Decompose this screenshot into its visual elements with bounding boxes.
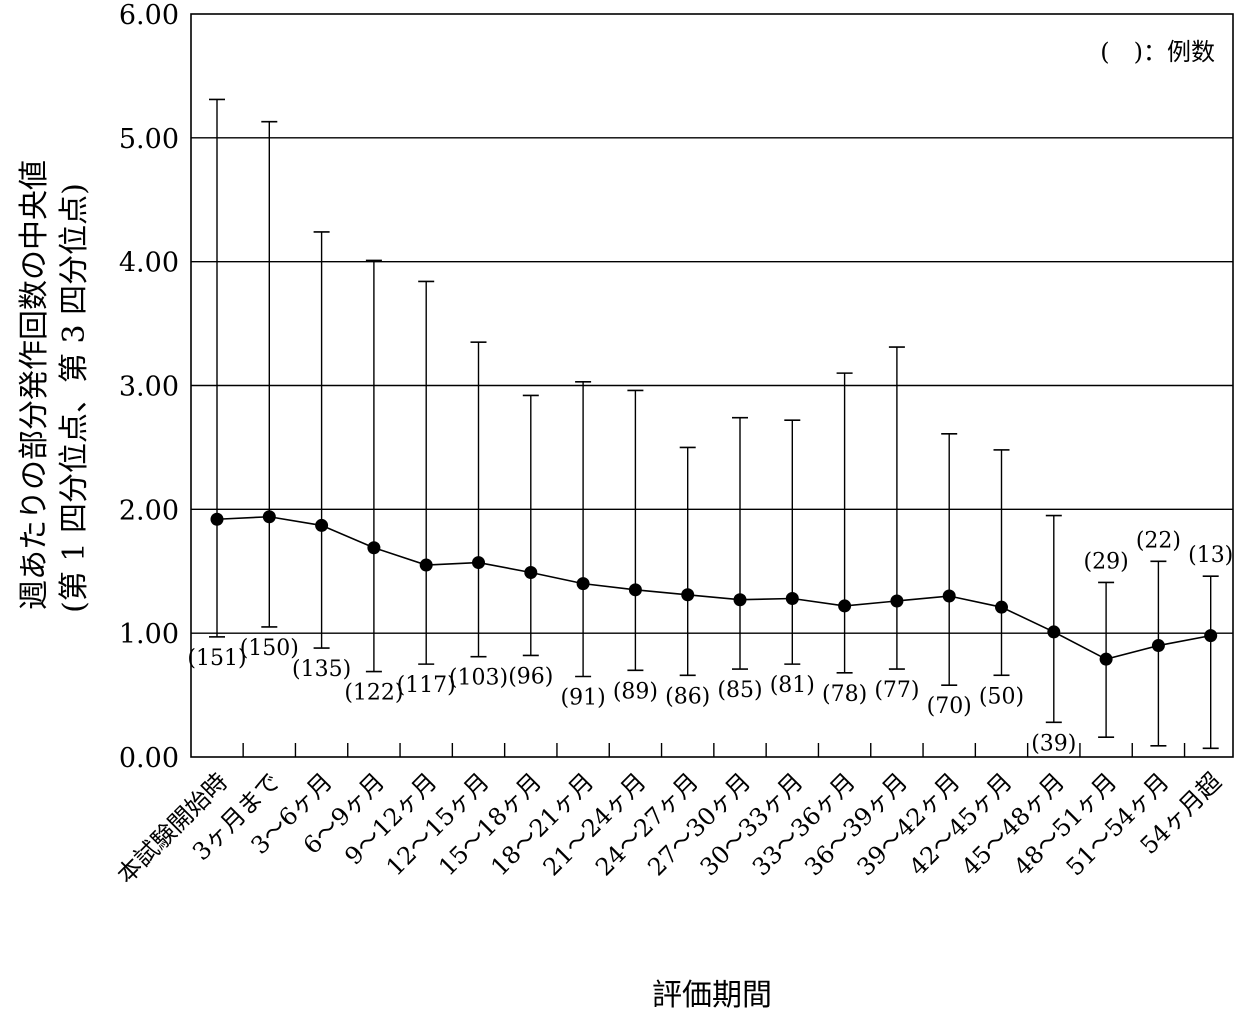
y-tick-label: 2.00 xyxy=(119,495,179,526)
count-label: (22) xyxy=(1136,528,1181,553)
y-axis-title-line1: 週あたりの部分発作回数の中央値 xyxy=(17,160,52,610)
median-point xyxy=(367,541,381,555)
median-point xyxy=(838,599,852,613)
median-point xyxy=(785,591,799,605)
count-label: (122) xyxy=(344,681,403,706)
median-point xyxy=(210,512,224,526)
grid-layer xyxy=(190,13,1234,758)
count-label: (150) xyxy=(240,636,299,661)
median-point xyxy=(262,510,276,524)
count-label: (50) xyxy=(979,684,1024,709)
count-label: (29) xyxy=(1084,549,1129,574)
median-points xyxy=(210,510,1218,666)
median-point xyxy=(1151,639,1165,653)
count-label: (77) xyxy=(874,678,919,703)
median-point xyxy=(419,558,433,572)
y-tick-label: 6.00 xyxy=(119,0,179,31)
count-label: (13) xyxy=(1188,543,1233,568)
median-point xyxy=(942,589,956,603)
count-label: (89) xyxy=(613,679,658,704)
median-point xyxy=(628,583,642,597)
error-bars xyxy=(209,98,1219,750)
y-tick-label: 1.00 xyxy=(119,619,179,650)
count-label: (135) xyxy=(292,657,351,682)
median-point xyxy=(995,600,1008,614)
y-tick-label: 3.00 xyxy=(119,372,179,403)
median-point xyxy=(472,556,485,570)
count-label: (103) xyxy=(449,666,508,691)
median-point xyxy=(576,577,590,591)
count-label: (151) xyxy=(187,646,246,671)
median-line-layer xyxy=(216,515,1211,661)
median-point xyxy=(1047,625,1061,639)
median-point xyxy=(1099,652,1113,666)
count-label: (96) xyxy=(508,664,553,689)
median-point xyxy=(681,588,695,602)
count-label: (70) xyxy=(927,694,972,719)
x-category-labels: 本試験開始時3ヶ月まで3～6ヶ月6～9ヶ月9～12ヶ月12～15ヶ月15～18ヶ… xyxy=(112,767,1227,889)
x-axis-title: 評価期間 xyxy=(652,978,772,1013)
y-axis-title-line2: (第 1 四分位点、第 3 四分位点) xyxy=(57,183,92,613)
median-line xyxy=(216,515,1211,661)
count-label: (81) xyxy=(770,673,815,698)
median-point xyxy=(315,518,329,532)
count-labels: (151)(150)(135)(122)(117)(103) (96) (91) (8… xyxy=(187,528,1233,756)
median-point xyxy=(1204,629,1218,643)
count-label: (91) xyxy=(561,686,606,711)
median-point xyxy=(524,565,538,579)
y-tick-label: 4.00 xyxy=(119,248,179,279)
count-label: (78) xyxy=(822,682,867,707)
y-tick-label: 5.00 xyxy=(119,124,179,155)
y-tick-labels: 0.00 1.00 2.00 3.00 4.00 5.00 6.00 xyxy=(119,0,179,774)
median-point xyxy=(733,593,747,607)
x-tick-marks xyxy=(242,743,1186,757)
note-label: ( )：例数 xyxy=(1100,38,1215,66)
median-point xyxy=(890,594,904,608)
count-label: (86) xyxy=(665,684,710,709)
count-label: (85) xyxy=(717,678,762,703)
y-tick-label: 0.00 xyxy=(119,743,179,774)
count-label: (39) xyxy=(1031,731,1076,756)
count-label: (117) xyxy=(397,673,456,698)
